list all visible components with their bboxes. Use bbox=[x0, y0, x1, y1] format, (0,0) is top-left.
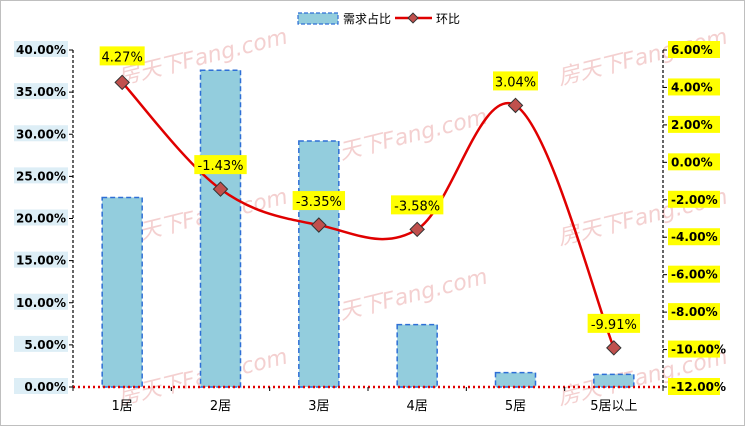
data-label: 4.27% bbox=[102, 50, 143, 65]
bar-1居 bbox=[101, 196, 143, 388]
right-tick-label: 4.00% bbox=[671, 80, 713, 94]
right-tick-bg bbox=[668, 265, 720, 283]
right-tick-bg bbox=[668, 41, 720, 58]
axes bbox=[72, 50, 664, 391]
data-label: 3.04% bbox=[495, 75, 536, 90]
right-tick-bg bbox=[668, 303, 720, 321]
left-tick-label: 35.00% bbox=[16, 85, 66, 99]
x-tick-label: 5居以上 bbox=[590, 399, 637, 414]
right-axis: -12.00% -10.00% -8.00% -6.00% -4.00% -2.00% 0.… bbox=[663, 41, 726, 395]
left-tick-bg bbox=[14, 83, 68, 100]
right-tick-label: -6.00% bbox=[671, 268, 718, 282]
bar-4居 bbox=[396, 323, 438, 388]
left-tick-bg bbox=[14, 41, 68, 57]
left-tick-label: 40.00% bbox=[16, 43, 66, 57]
right-tick-label: 2.00% bbox=[671, 118, 713, 132]
x-tick-label: 2居 bbox=[210, 399, 231, 414]
left-tick-label: 0.00% bbox=[24, 380, 66, 394]
legend: 需求占比 环比 bbox=[297, 11, 460, 26]
line-marker bbox=[409, 221, 425, 238]
right-tick-bg bbox=[668, 340, 720, 358]
right-tick-bg bbox=[668, 190, 720, 208]
data-label-bg bbox=[292, 191, 346, 211]
left-tick-label: 25.00% bbox=[16, 169, 66, 183]
left-tick-bg bbox=[14, 167, 68, 184]
legend-line-marker bbox=[407, 12, 419, 24]
data-label-bg bbox=[390, 195, 444, 215]
line-marker bbox=[606, 340, 622, 356]
x-tick-label: 1居 bbox=[112, 399, 133, 414]
line-marker bbox=[311, 217, 327, 233]
data-label: -3.35% bbox=[296, 195, 342, 210]
left-tick-label: 15.00% bbox=[16, 254, 66, 268]
data-label-bg bbox=[99, 46, 145, 66]
left-tick-bg bbox=[14, 251, 68, 268]
data-label-bg bbox=[587, 313, 641, 333]
right-tick-label: -2.00% bbox=[671, 193, 718, 207]
right-tick-bg bbox=[668, 378, 720, 395]
left-tick-label: 5.00% bbox=[24, 338, 66, 352]
bar-5居 bbox=[494, 371, 537, 388]
left-tick-label: 10.00% bbox=[16, 296, 66, 310]
left-tick-bg bbox=[14, 209, 68, 226]
x-tick-label: 4居 bbox=[407, 399, 428, 414]
line-marker bbox=[507, 97, 524, 114]
right-tick-label: -4.00% bbox=[671, 230, 718, 244]
data-label-bg bbox=[493, 71, 538, 91]
line-series: 4.27% -1.43% -3.35% -3.58% 3.04% -9.91% bbox=[99, 46, 641, 356]
bar-3居 bbox=[298, 140, 340, 388]
x-axis-categories: 1居 2居 3居 4居 5居 5居以上 bbox=[112, 399, 638, 414]
legend-bar-label: 需求占比 bbox=[343, 11, 391, 26]
legend-line-label: 环比 bbox=[436, 12, 460, 26]
bar-2居 bbox=[199, 69, 242, 388]
right-tick-label: -10.00% bbox=[671, 343, 726, 357]
left-tick-bg bbox=[14, 293, 68, 310]
line-path bbox=[121, 81, 615, 349]
left-tick-label: 30.00% bbox=[16, 127, 66, 141]
bar-5居以上 bbox=[593, 373, 635, 388]
legend-bar-swatch bbox=[297, 12, 339, 25]
right-tick-label: 0.00% bbox=[671, 155, 713, 169]
right-tick-bg bbox=[668, 78, 720, 96]
left-axis: 0.00% 5.00% 10.00% 15.00% 20.00% 25.00% 30.00%… bbox=[14, 41, 73, 394]
bar-series bbox=[101, 69, 635, 388]
x-tick-label: 3居 bbox=[308, 399, 329, 414]
right-tick-bg bbox=[668, 115, 720, 133]
line-marker bbox=[114, 74, 130, 91]
left-tick-label: 20.00% bbox=[16, 212, 66, 226]
data-label: -1.43% bbox=[198, 159, 244, 174]
right-tick-bg bbox=[668, 153, 720, 171]
left-tick-bg bbox=[14, 378, 68, 394]
right-tick-label: -12.00% bbox=[671, 380, 726, 394]
right-tick-bg bbox=[668, 228, 720, 246]
left-tick-bg bbox=[14, 335, 68, 352]
right-tick-label: -8.00% bbox=[671, 305, 718, 319]
line-marker bbox=[212, 181, 229, 197]
left-tick-bg bbox=[14, 125, 68, 142]
right-tick-label: 6.00% bbox=[671, 43, 713, 57]
data-label: -3.58% bbox=[394, 199, 440, 214]
x-tick-label: 5居 bbox=[505, 399, 526, 414]
data-label: -9.91% bbox=[591, 318, 637, 333]
data-label-bg bbox=[194, 155, 247, 175]
